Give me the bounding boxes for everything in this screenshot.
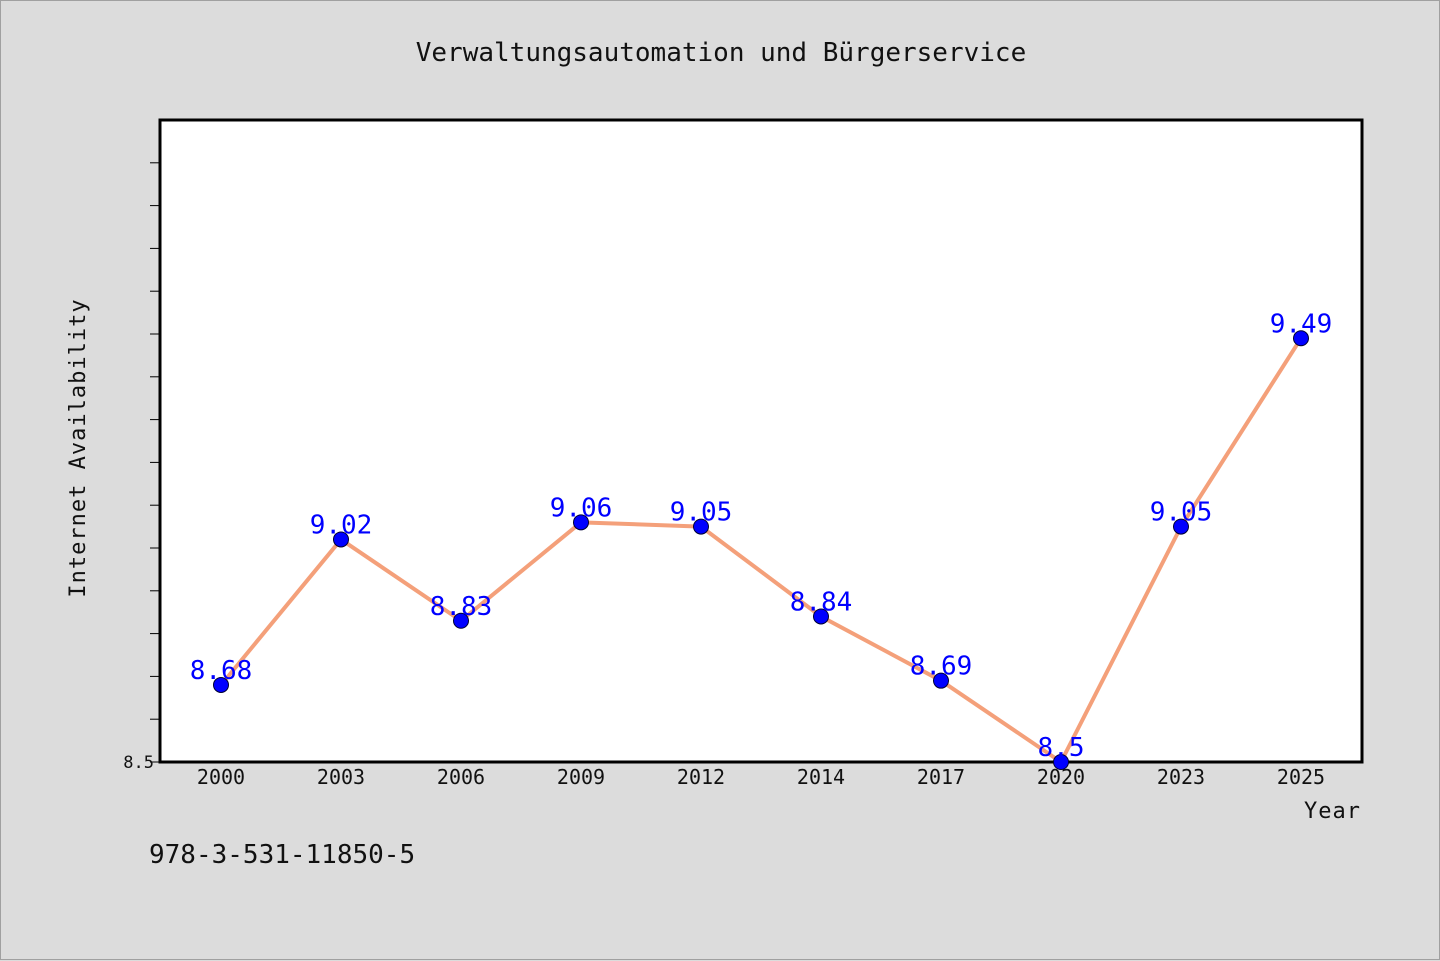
- x-tick-label: 2025: [1277, 765, 1325, 789]
- data-labels: 8.68 9.02 8.83 9.06 9.05 8.84 8.69 8.5 9.05 9.49: [190, 309, 1333, 763]
- x-tick-label: 2003: [317, 765, 365, 789]
- data-label: 9.05: [1150, 498, 1213, 528]
- data-point: [213, 676, 229, 693]
- data-label: 8.68: [190, 656, 253, 686]
- y-axis-ticks: 8.5: [123, 162, 160, 773]
- x-axis-title: Year: [1304, 799, 1361, 824]
- data-label: 8.5: [1038, 733, 1085, 763]
- data-label: 9.06: [550, 493, 613, 523]
- isbn-footer: 978-3-531-11850-5: [149, 840, 415, 870]
- y-axis-title: Internet Availability: [66, 298, 91, 597]
- data-label: 9.02: [310, 510, 373, 540]
- data-label: 8.84: [790, 587, 853, 617]
- x-tick-label: 2017: [917, 765, 965, 789]
- series-line: [219, 337, 1303, 764]
- x-tick-label: 2006: [437, 765, 485, 789]
- data-point: [1053, 754, 1069, 770]
- x-axis-ticks: 2000 2003 2006 2009 2012 2014 2017 2020 2023 2025: [197, 765, 1325, 789]
- data-label: 8.69: [910, 652, 973, 682]
- y-tick-label: 8.5: [123, 753, 154, 773]
- data-point: [813, 608, 829, 625]
- data-point: [1293, 330, 1309, 347]
- data-point: [573, 514, 589, 531]
- data-label: 9.49: [1270, 309, 1333, 339]
- data-label: 9.05: [670, 498, 733, 528]
- x-tick-label: 2023: [1157, 765, 1205, 789]
- series-internet-availability: [213, 330, 1309, 770]
- data-point: [333, 531, 349, 548]
- x-tick-label: 2009: [557, 765, 605, 789]
- data-point: [453, 612, 469, 629]
- chart-title: Verwaltungsautomation und Bürgerservice: [416, 38, 1026, 68]
- x-tick-label: 2012: [677, 765, 725, 789]
- data-point: [1173, 518, 1189, 535]
- plot-area: [158, 118, 1364, 764]
- x-tick-label: 2000: [197, 765, 245, 789]
- data-label: 8.83: [430, 592, 493, 622]
- x-tick-label: 2014: [797, 765, 845, 789]
- data-point: [693, 518, 709, 535]
- data-point: [933, 672, 949, 689]
